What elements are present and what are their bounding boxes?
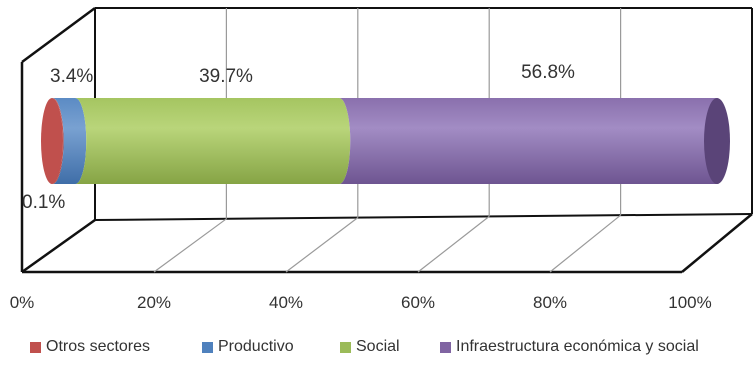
legend-swatch [30,341,41,353]
gridline-floor [153,218,227,273]
cylinder-left-cap [41,98,63,184]
legend-label: Infraestructura económica y social [456,338,699,355]
legend-item: Social [340,333,400,361]
legend-label: Productivo [218,338,294,355]
gridline-floor [417,215,490,273]
floor-left-diagonal [21,218,96,274]
cylinder-right-cap [704,98,730,184]
legend-item: Productivo [202,333,294,361]
legend-label: Otros sectores [46,338,151,355]
x-axis-ticks: 0% 20% 40% 60% 80% 100% [10,293,712,312]
x-tick-label: 80% [533,293,567,312]
back-floor-edge [94,213,753,221]
legend-swatch [202,341,213,353]
legend-swatch [340,341,351,353]
plot-frame [20,6,753,274]
legend-label: Social [356,338,400,355]
data-labels: 0.1% 3.4% 39.7% 56.8% [22,62,575,213]
data-label: 3.4% [50,66,93,87]
data-label: 39.7% [199,66,253,87]
legend-item: Infraestructura económica y social [440,333,699,361]
x-tick-label: 40% [269,293,303,312]
x-tick-label: 0% [10,293,35,312]
legend-swatch [440,341,451,353]
bar-segment-infraestructura-econ-mica-y-social [339,98,728,184]
gridline-floor [549,214,621,273]
data-label: 0.1% [22,192,65,213]
x-tick-label: 60% [401,293,435,312]
left-top-diagonal [21,6,96,64]
gridline-floor [285,217,359,273]
bar-segment-productivo [52,98,87,184]
data-label: 56.8% [521,62,575,83]
legend-item: Otros sectores [30,333,150,361]
bar-cylinder [41,98,730,184]
legend: Otros sectores Productivo Social Infraestru… [0,333,756,361]
bar-segment-social [75,98,351,184]
x-tick-label: 100% [668,293,711,312]
floor-right-diagonal [681,213,753,273]
x-tick-label: 20% [137,293,171,312]
